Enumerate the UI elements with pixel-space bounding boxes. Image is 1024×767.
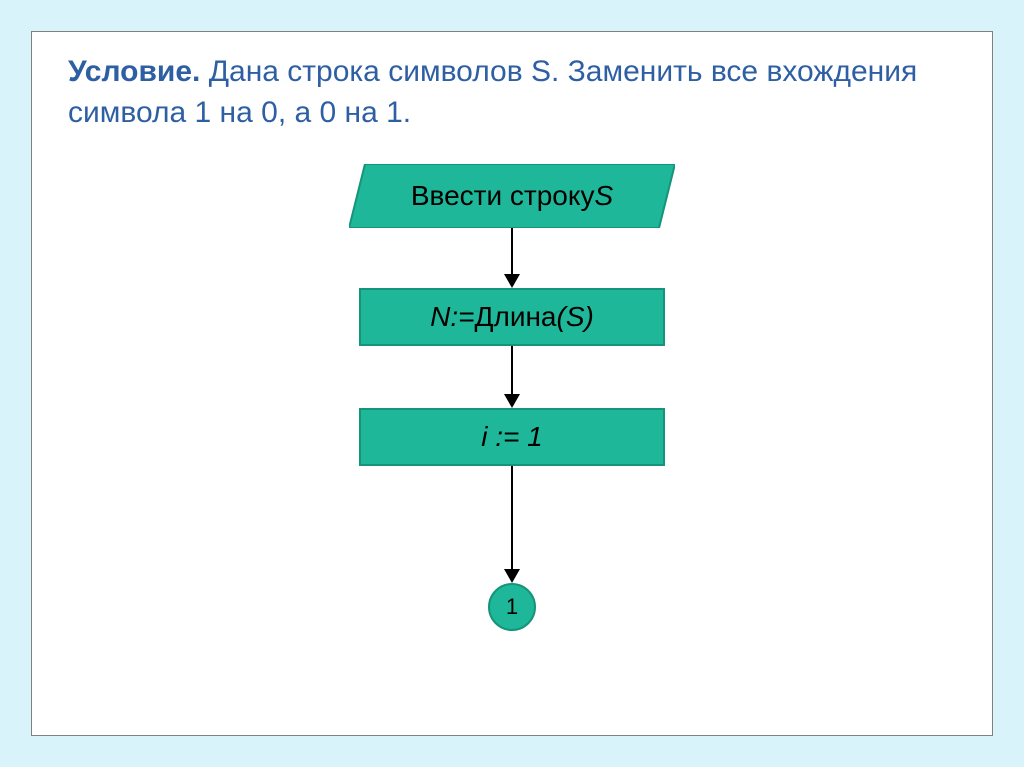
edge-2 [511, 346, 513, 394]
edge-3-arrow [504, 569, 520, 583]
node-input-label-italic: S [594, 180, 613, 212]
node-assign-n-part2: Длина [475, 301, 557, 333]
node-input-label-plain: Ввести строку [411, 180, 595, 212]
node-assign-n: N:=Длина(S) [359, 288, 665, 346]
edge-2-arrow [504, 394, 520, 408]
edge-3 [511, 466, 513, 569]
node-connector-1: 1 [488, 583, 536, 631]
node-assign-n-part1: N:= [430, 301, 474, 333]
heading-label: Условие. [68, 55, 200, 88]
edge-1-arrow [504, 274, 520, 288]
content-frame: Условие. Дана строка символов S. Заменит… [31, 31, 993, 736]
problem-statement: Условие. Дана строка символов S. Заменит… [32, 32, 992, 133]
edge-1 [511, 228, 513, 274]
node-assign-i-label: i := 1 [481, 421, 542, 453]
node-assign-n-part3: (S) [557, 301, 594, 333]
node-input: Ввести строку S [349, 164, 675, 228]
node-assign-i: i := 1 [359, 408, 665, 466]
flowchart: Ввести строку S N:=Длина(S) i := 1 1 [32, 147, 992, 735]
node-connector-1-label: 1 [506, 594, 518, 620]
